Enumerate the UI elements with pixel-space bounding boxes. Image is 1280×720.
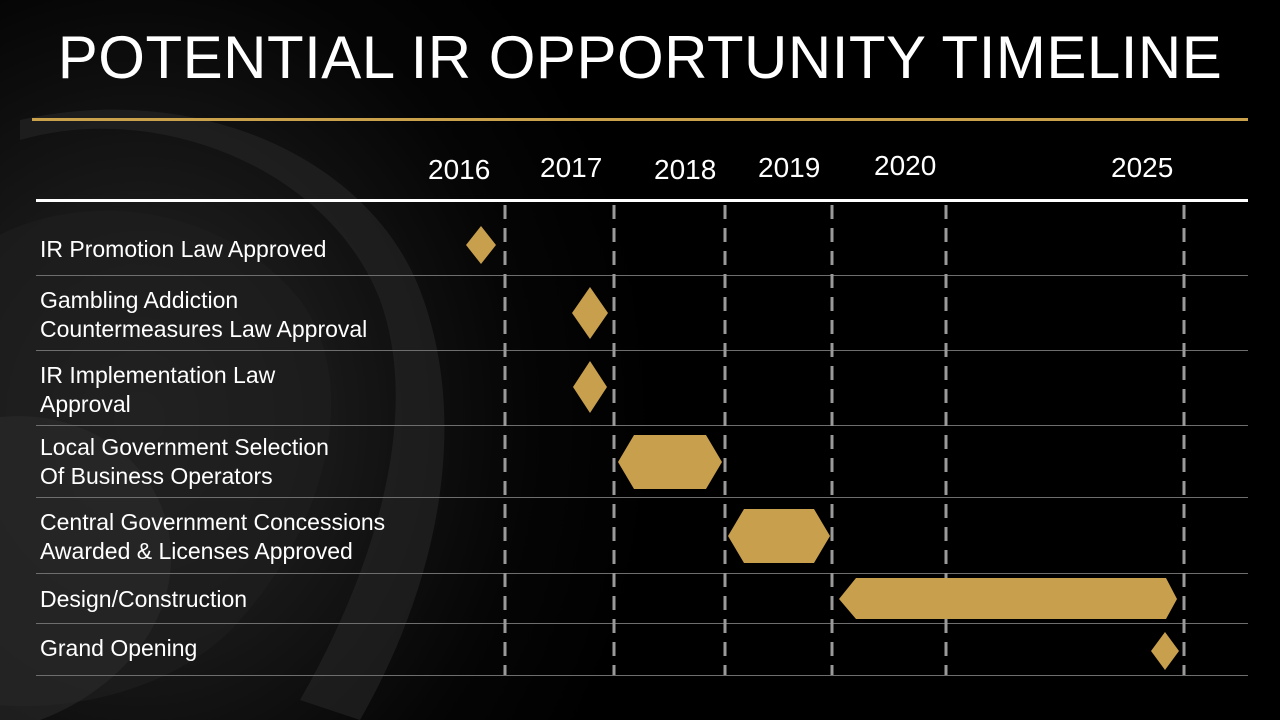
row-divider bbox=[36, 350, 1248, 351]
milestone-label-gambling-addiction: Gambling Addiction Countermeasures Law A… bbox=[40, 287, 368, 342]
milestone-label-ir-implementation: IR Implementation Law Approval bbox=[40, 362, 276, 417]
year-label-2020: 2020 bbox=[874, 150, 937, 181]
row-divider bbox=[36, 497, 1248, 498]
milestone-diamond-ir-implementation bbox=[573, 361, 607, 413]
year-label-2019: 2019 bbox=[758, 152, 821, 183]
row-divider bbox=[36, 675, 1248, 676]
milestone-diamond-gambling-addiction bbox=[572, 287, 608, 339]
row-divider bbox=[36, 425, 1248, 426]
row-divider bbox=[36, 275, 1248, 276]
year-label-2017: 2017 bbox=[540, 152, 603, 183]
row-divider bbox=[36, 623, 1248, 624]
title-underline bbox=[32, 118, 1248, 121]
milestone-bar-local-government-selection bbox=[618, 435, 722, 489]
year-label-2016: 2016 bbox=[428, 154, 491, 185]
milestone-label-central-government-concessions: Central Government Concessions Awarded &… bbox=[40, 509, 386, 564]
year-label-2025: 2025 bbox=[1111, 152, 1174, 183]
year-label-2018: 2018 bbox=[654, 154, 717, 185]
milestone-label-grand-opening: Grand Opening bbox=[40, 635, 198, 661]
milestone-label-design-construction: Design/Construction bbox=[40, 586, 248, 612]
milestone-label-local-government-selection: Local Government Selection Of Business O… bbox=[40, 434, 329, 489]
milestone-diamond-grand-opening bbox=[1151, 632, 1179, 670]
milestone-label-ir-promotion-law: IR Promotion Law Approved bbox=[40, 236, 327, 262]
milestone-bar-design-construction bbox=[839, 578, 1177, 619]
row-divider bbox=[36, 573, 1248, 574]
page-title: POTENTIAL IR OPPORTUNITY TIMELINE bbox=[57, 24, 1223, 91]
header-divider bbox=[36, 199, 1248, 202]
milestone-bar-central-government-concessions bbox=[728, 509, 830, 563]
milestone-diamond-ir-promotion-law bbox=[466, 226, 496, 264]
